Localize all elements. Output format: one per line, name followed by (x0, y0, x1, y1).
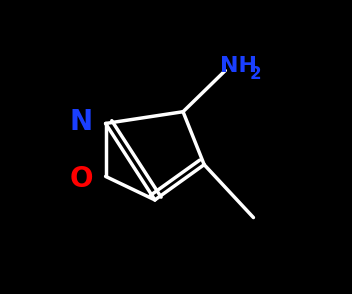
Text: 2: 2 (250, 64, 262, 83)
Text: O: O (69, 165, 93, 193)
Text: N: N (69, 108, 93, 136)
Text: NH: NH (220, 56, 257, 76)
